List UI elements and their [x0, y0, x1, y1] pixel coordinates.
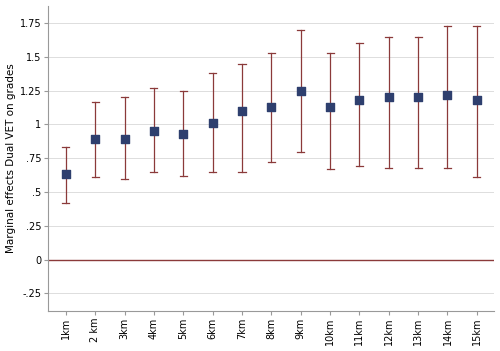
- Point: [356, 97, 364, 103]
- Point: [385, 95, 393, 100]
- Point: [180, 131, 188, 137]
- Point: [120, 137, 128, 142]
- Point: [208, 120, 216, 126]
- Point: [150, 128, 158, 134]
- Point: [414, 95, 422, 100]
- Point: [238, 108, 246, 114]
- Point: [296, 88, 304, 93]
- Point: [62, 172, 70, 177]
- Point: [268, 104, 276, 110]
- Point: [473, 97, 481, 103]
- Point: [444, 92, 452, 98]
- Point: [326, 104, 334, 110]
- Y-axis label: Marginal effects Dual VET on grades: Marginal effects Dual VET on grades: [6, 64, 16, 253]
- Point: [92, 137, 100, 142]
